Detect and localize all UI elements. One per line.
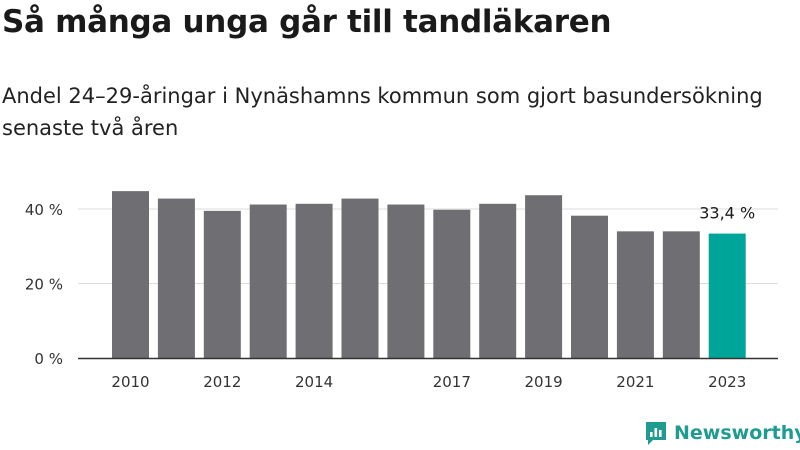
bar	[433, 209, 471, 358]
bar	[157, 198, 195, 358]
bar	[662, 231, 700, 358]
bar	[708, 233, 746, 358]
chart-subtitle: Andel 24–29-åringar i Nynäshamns kommun …	[2, 84, 763, 140]
bar	[571, 215, 608, 358]
brand-logo: Newsworthy	[644, 420, 800, 446]
x-tick-label: 2019	[525, 373, 563, 391]
bar	[203, 210, 241, 358]
y-tick-label: 20 %	[25, 276, 63, 294]
bar	[616, 231, 654, 358]
chart-title: Så många unga går till tandläkaren	[2, 4, 612, 40]
bar	[387, 204, 425, 358]
x-tick-label: 2012	[203, 373, 241, 391]
y-tick-label: 0 %	[34, 350, 63, 368]
x-tick-label: 2021	[616, 373, 654, 391]
bar	[249, 204, 287, 358]
brand-name: Newsworthy	[674, 422, 800, 444]
bar	[112, 191, 149, 358]
y-tick-label: 40 %	[25, 201, 63, 219]
bar	[295, 203, 333, 358]
x-tick-label: 2023	[708, 373, 746, 391]
x-tick-label: 2014	[295, 373, 333, 391]
x-tick-label: 2017	[433, 373, 471, 391]
data-label: 33,4 %	[699, 204, 755, 223]
bar	[525, 195, 563, 358]
bar	[479, 203, 517, 358]
newsworthy-logo-icon	[646, 422, 666, 445]
x-tick-label: 2010	[111, 373, 149, 391]
bar	[341, 198, 379, 358]
